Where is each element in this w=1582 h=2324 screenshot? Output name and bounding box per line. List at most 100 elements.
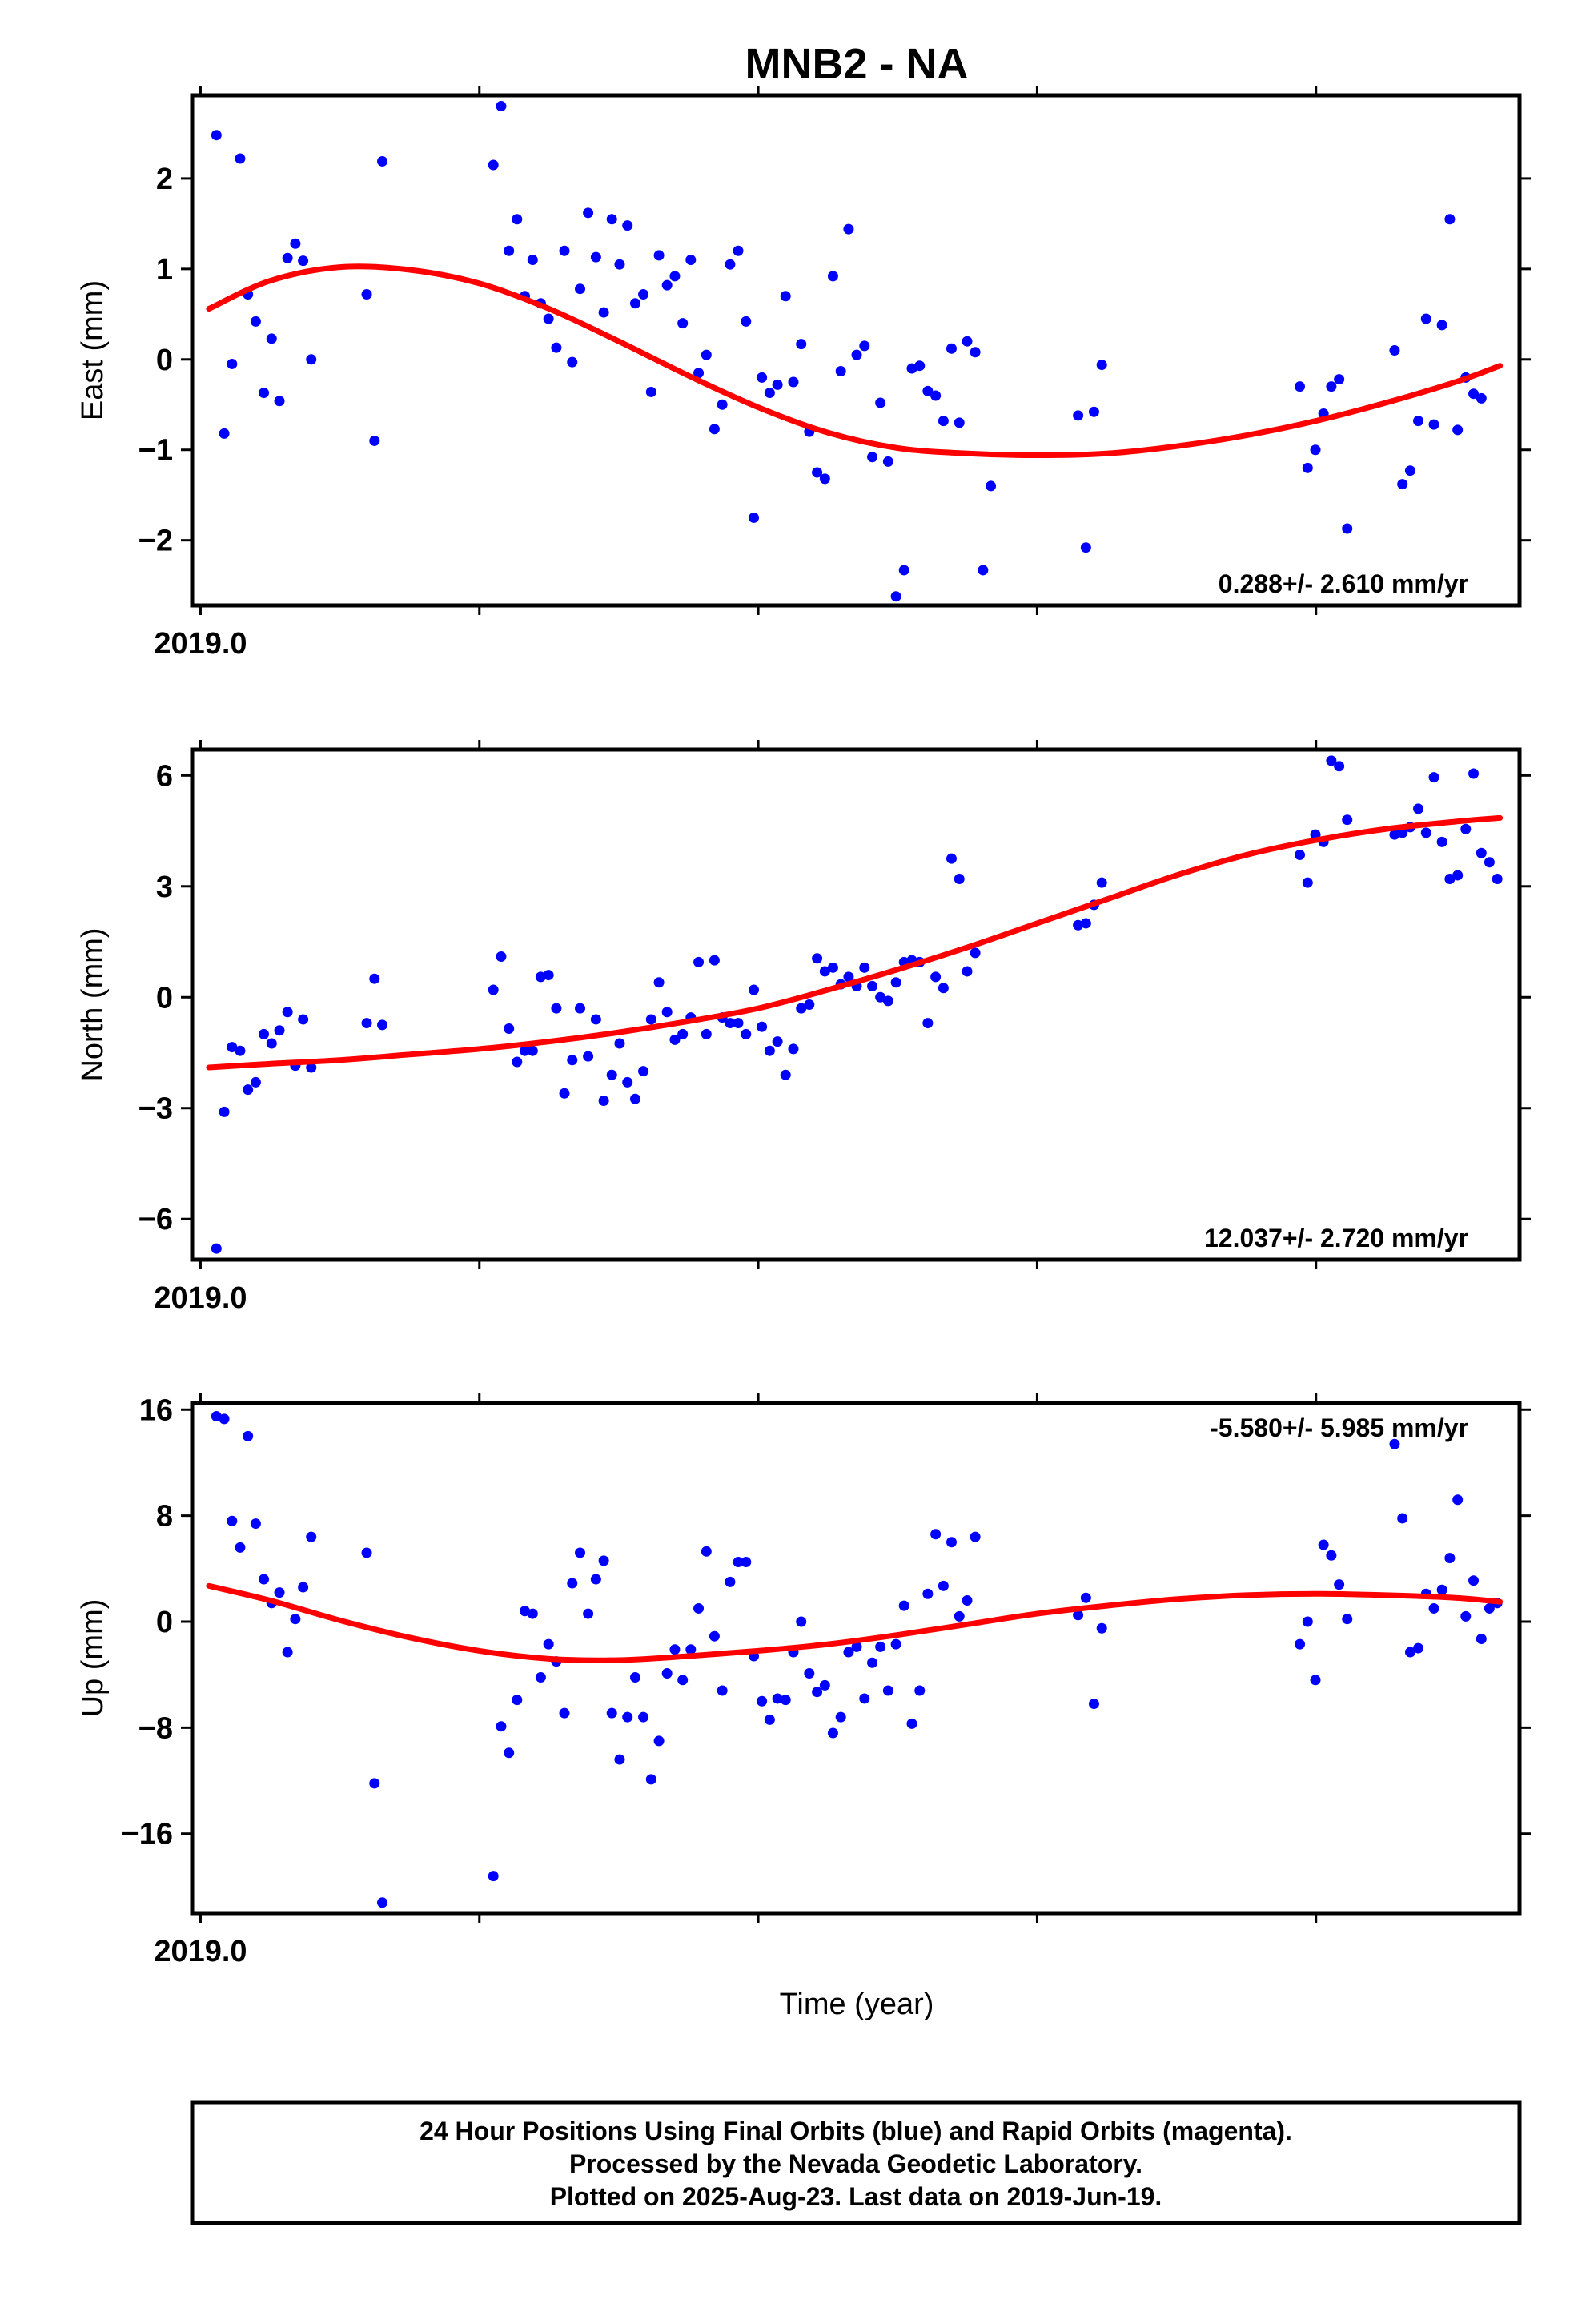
- fit-curve: [206, 1582, 1504, 1663]
- y-tick-label: 1: [156, 253, 173, 287]
- data-point: [1080, 1592, 1091, 1603]
- data-point: [875, 991, 886, 1003]
- data-point: [1389, 345, 1400, 356]
- data-point: [377, 1897, 388, 1908]
- data-point: [812, 953, 823, 964]
- data-point: [1334, 374, 1345, 385]
- data-point: [788, 1043, 799, 1055]
- data-point: [219, 428, 230, 439]
- data-point: [1295, 381, 1306, 392]
- data-point: [749, 984, 760, 995]
- data-point: [211, 130, 222, 141]
- data-point: [583, 1051, 594, 1062]
- data-point: [369, 973, 380, 984]
- data-point: [282, 1007, 293, 1018]
- data-point: [677, 1028, 689, 1039]
- data-point: [677, 1675, 689, 1686]
- data-point: [709, 955, 720, 966]
- data-point: [741, 316, 752, 327]
- data-point: [543, 1638, 554, 1650]
- footer-box: 24 Hour Positions Using Final Orbits (bl…: [190, 2100, 1522, 2225]
- data-point: [504, 1747, 515, 1759]
- data-point: [1096, 360, 1107, 371]
- data-point: [685, 1644, 697, 1655]
- data-point: [274, 1587, 285, 1598]
- y-tick-label: 0: [156, 981, 173, 1015]
- data-point: [922, 1588, 934, 1599]
- data-point: [875, 397, 886, 408]
- data-point: [1476, 847, 1487, 858]
- data-point: [496, 1721, 507, 1732]
- data-point: [946, 853, 957, 864]
- x-tick-label: 2019.0: [154, 1935, 247, 1968]
- data-point: [843, 1647, 854, 1658]
- y-axis-label: North (mm): [76, 927, 110, 1081]
- data-point: [583, 1608, 594, 1619]
- data-point: [804, 1668, 815, 1679]
- data-point: [867, 1657, 878, 1668]
- footer-line-2: Processed by the Nevada Geodetic Laborat…: [569, 2149, 1142, 2178]
- data-point: [954, 417, 965, 428]
- data-point: [227, 1515, 238, 1526]
- data-point: [780, 1069, 791, 1080]
- data-point: [882, 1685, 893, 1696]
- data-point: [1295, 1638, 1306, 1650]
- data-point: [653, 977, 665, 988]
- plot-frame: [190, 747, 1522, 1262]
- data-point: [259, 388, 270, 399]
- data-point: [227, 1042, 238, 1053]
- data-point: [669, 1644, 681, 1655]
- y-tick-label: 16: [139, 1393, 173, 1427]
- data-point: [598, 307, 609, 318]
- data-point: [622, 220, 633, 231]
- data-point: [725, 1576, 736, 1587]
- data-point: [1420, 827, 1431, 838]
- data-point: [898, 1600, 909, 1611]
- data-point: [1436, 1584, 1447, 1595]
- data-point: [843, 223, 854, 235]
- data-point: [567, 356, 578, 368]
- data-point: [306, 1062, 317, 1073]
- data-point: [488, 159, 499, 171]
- data-point: [772, 379, 783, 390]
- data-point: [219, 1413, 230, 1425]
- data-point: [653, 1735, 665, 1747]
- data-point: [629, 1671, 640, 1683]
- data-point: [559, 1088, 570, 1099]
- data-point: [685, 255, 697, 266]
- data-point: [551, 342, 562, 353]
- data-point: [590, 251, 601, 263]
- data-point: [906, 1718, 917, 1729]
- data-point: [725, 1018, 736, 1029]
- data-point: [938, 1580, 949, 1591]
- data-point: [882, 456, 893, 467]
- chart-title: MNB2 - NA: [745, 40, 969, 88]
- data-point: [859, 1693, 870, 1704]
- data-point: [250, 1518, 261, 1530]
- data-point: [638, 1711, 649, 1723]
- x-tick-label: 2019.0: [154, 627, 247, 661]
- data-point: [1476, 1634, 1487, 1645]
- data-point: [1452, 870, 1464, 881]
- data-point: [812, 467, 823, 478]
- data-point: [369, 1778, 380, 1789]
- data-point: [622, 1076, 633, 1088]
- data-point: [488, 984, 499, 995]
- data-point: [1436, 320, 1447, 331]
- rate-annotation: -5.580+/- 5.985 mm/yr: [1210, 1413, 1468, 1442]
- data-point: [1444, 1553, 1456, 1564]
- data-point: [1334, 761, 1345, 772]
- data-point: [827, 271, 838, 282]
- y-tick-label: −3: [139, 1092, 173, 1126]
- data-point: [622, 1711, 633, 1723]
- rate-annotation: 12.037+/- 2.720 mm/yr: [1204, 1224, 1468, 1252]
- data-point: [788, 376, 799, 388]
- data-point: [551, 1003, 562, 1014]
- rate-annotation: 0.288+/- 2.610 mm/yr: [1219, 569, 1468, 598]
- data-point: [645, 1014, 656, 1025]
- data-point: [629, 298, 640, 309]
- data-point: [290, 238, 301, 249]
- data-point: [1404, 1647, 1415, 1658]
- data-point: [235, 1045, 246, 1056]
- data-point: [954, 1610, 965, 1622]
